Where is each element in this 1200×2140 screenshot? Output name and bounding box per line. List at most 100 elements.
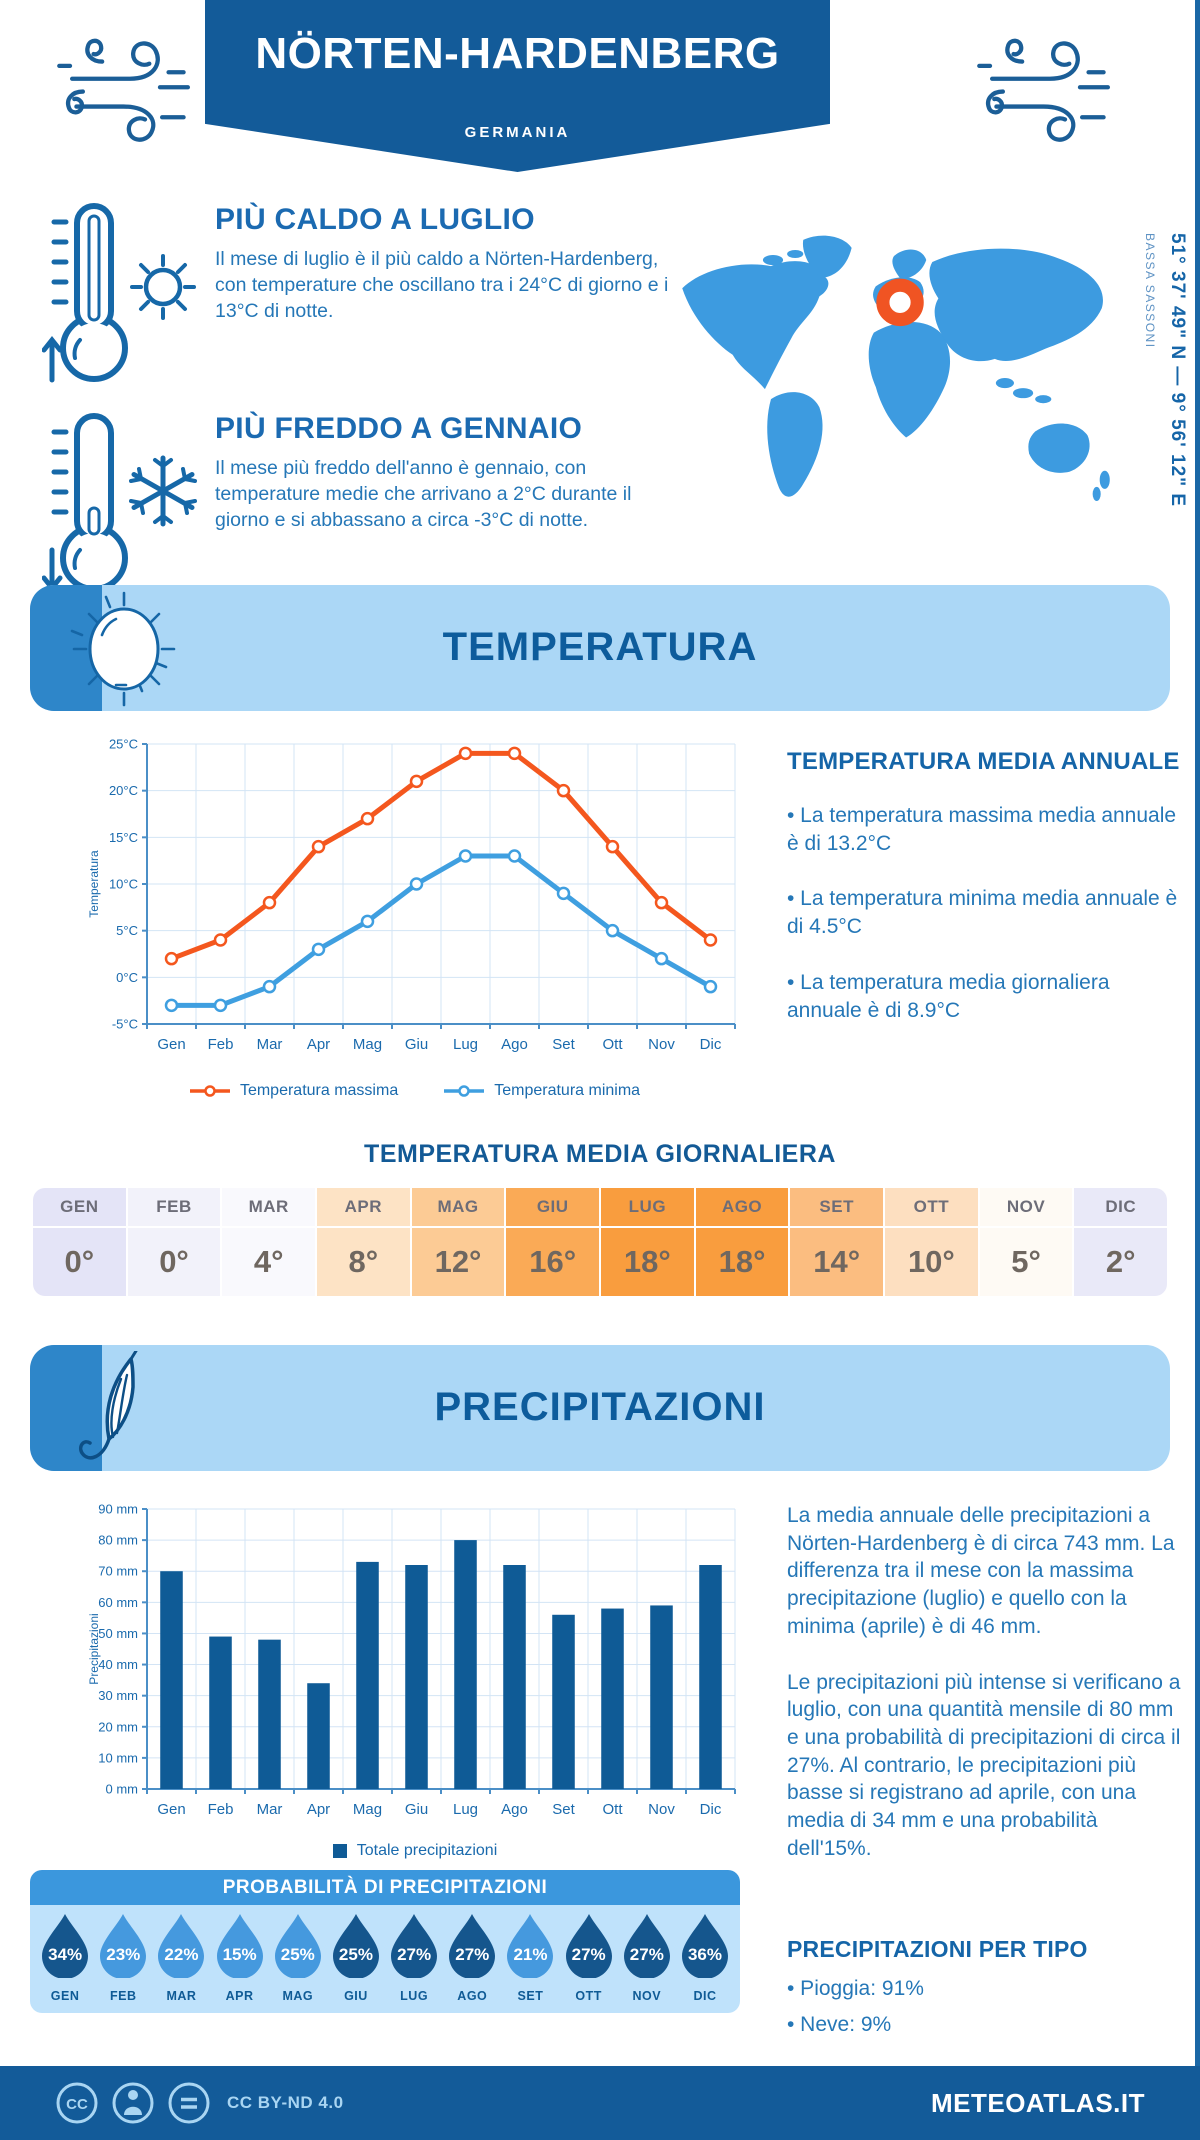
svg-text:Set: Set xyxy=(552,1036,575,1053)
droplet-icon xyxy=(42,1914,89,1978)
month-column-ott: OTT 10° xyxy=(885,1188,978,1296)
precipitation-section-band: PRECIPITAZIONI xyxy=(30,1345,1170,1471)
probability-value: 27% xyxy=(455,1945,490,1964)
probability-droplet-ago: 27% AGO xyxy=(443,1905,501,2013)
bar xyxy=(160,1571,183,1789)
bar xyxy=(650,1605,673,1789)
temperature-legend: Temperatura massima Temperatura minima xyxy=(85,1082,745,1100)
svg-text:10°C: 10°C xyxy=(109,877,138,892)
daily-table-title: TEMPERATURA MEDIA GIORNALIERA xyxy=(364,1140,836,1168)
droplet-month-label: GEN xyxy=(50,1989,80,2003)
droplet-icon xyxy=(391,1914,438,1978)
country-label: GERMANIA xyxy=(464,123,571,141)
svg-text:Lug: Lug xyxy=(453,1036,478,1053)
probability-droplet-set: 21% SET xyxy=(501,1905,559,2013)
probability-value: 25% xyxy=(280,1945,315,1964)
line-marker-icon xyxy=(444,1085,485,1097)
svg-text:Nov: Nov xyxy=(648,1036,675,1053)
svg-text:Feb: Feb xyxy=(208,1036,234,1053)
legend-item-total: Totale precipitazioni xyxy=(332,1842,497,1860)
annual-bullet: • La temperatura media giornaliera annua… xyxy=(787,970,1110,1022)
right-edge-rule xyxy=(1195,0,1200,2066)
data-point xyxy=(605,923,620,938)
data-point xyxy=(409,877,424,891)
data-point xyxy=(311,942,326,957)
svg-text:Mar: Mar xyxy=(257,1801,283,1818)
month-avg-temp: 12° xyxy=(434,1244,482,1279)
month-header: GEN xyxy=(33,1188,126,1228)
data-point xyxy=(213,998,228,1013)
line-marker-icon xyxy=(189,1085,230,1097)
header-banner: NÖRTEN-HARDENBERG GERMANIA xyxy=(205,0,830,172)
line-series-1 xyxy=(164,849,718,1013)
svg-text:Dic: Dic xyxy=(700,1801,722,1818)
data-point xyxy=(164,951,179,966)
svg-text:Giu: Giu xyxy=(405,1801,428,1818)
band-strip xyxy=(30,1345,102,1471)
bar xyxy=(503,1565,526,1789)
type-bullet: • Pioggia: 91% xyxy=(787,1977,924,2000)
month-header: FEB xyxy=(127,1188,221,1228)
svg-text:Mag: Mag xyxy=(353,1801,382,1818)
page-title: NÖRTEN-HARDENBERG xyxy=(255,29,780,78)
cold-month-text: Il mese più freddo dell'anno è gennaio, … xyxy=(215,457,632,531)
droplet-icon xyxy=(623,1914,670,1978)
data-point xyxy=(458,849,473,863)
bar xyxy=(209,1636,232,1789)
data-point xyxy=(311,839,326,854)
svg-text:60 mm: 60 mm xyxy=(98,1595,138,1610)
svg-text:30 mm: 30 mm xyxy=(98,1688,138,1703)
month-header: AGO xyxy=(695,1188,789,1228)
sun-badge-icon xyxy=(70,591,176,707)
svg-text:Ago: Ago xyxy=(501,1801,528,1818)
probability-droplets: 34% GEN 23% FEB 22% MAR 15% APR 25% MAG 25% GIU 27% L… xyxy=(30,1905,740,2013)
tick-labels: -5°C 0°C 5°C 10°C 15°C 20°C 25°C Gen Feb Mar Apr Ma… xyxy=(109,737,722,1054)
svg-text:Gen: Gen xyxy=(157,1801,185,1818)
svg-text:-5°C: -5°C xyxy=(112,1017,138,1032)
probability-value: 25% xyxy=(338,1945,373,1964)
month-column-giu: GIU 16° xyxy=(506,1188,600,1296)
droplet-icon xyxy=(449,1914,496,1978)
data-point xyxy=(605,839,620,854)
month-header: GIU xyxy=(506,1188,600,1228)
axes xyxy=(142,743,736,1029)
umbrella-icon xyxy=(78,1351,138,1460)
sun-icon xyxy=(130,254,196,320)
bar xyxy=(356,1561,379,1789)
month-avg-temp: 4° xyxy=(253,1244,284,1279)
monthly-temperature-table: GEN 0° FEB 0° MAR 4° APR 8° MAG 12° GIU 16° LUG 18° AG… xyxy=(33,1188,1168,1296)
geo-coordinates: 51° 37' 49" N — 9° 56' 12" E BASSA SASSO… xyxy=(1143,233,1188,507)
probability-droplet-giu: 25% GIU xyxy=(327,1905,385,2013)
svg-text:CC: CC xyxy=(66,2096,88,2113)
annual-bullet: • La temperatura massima media annuale è… xyxy=(787,804,1177,855)
month-avg-temp: 16° xyxy=(529,1244,577,1279)
precipitation-chart-host: 0 mm 10 mm 20 mm 30 mm 40 mm 50 mm 60 mm 70 mm 8… xyxy=(85,1497,745,1837)
month-avg-temp: 0° xyxy=(64,1244,95,1279)
svg-text:25°C: 25°C xyxy=(109,737,138,752)
svg-text:20°C: 20°C xyxy=(109,783,138,798)
location-marker xyxy=(876,278,924,327)
legend-item-min: Temperatura minima xyxy=(444,1082,640,1100)
month-avg-temp: 5° xyxy=(1011,1244,1041,1279)
svg-text:10 mm: 10 mm xyxy=(98,1750,138,1765)
month-column-mar: MAR 4° xyxy=(222,1188,316,1296)
license-icons: CC xyxy=(55,2081,211,2125)
data-point xyxy=(703,979,718,994)
month-column-set: SET 14° xyxy=(790,1188,884,1296)
droplet-month-label: OTT xyxy=(575,1989,602,2003)
probability-panel-title: PROBABILITÀ DI PRECIPITAZIONI xyxy=(30,1870,740,1905)
axes xyxy=(142,1508,736,1794)
probability-droplet-mag: 25% MAG xyxy=(269,1905,327,2013)
droplet-month-label: APR xyxy=(225,1989,254,2003)
data-point xyxy=(654,895,669,910)
droplet-icon xyxy=(507,1914,554,1978)
month-column-dic: DIC 2° xyxy=(1074,1188,1168,1296)
svg-text:Ott: Ott xyxy=(602,1036,623,1053)
droplet-month-label: GIU xyxy=(344,1989,368,2003)
data-point xyxy=(654,951,669,966)
region-label: BASSA SASSONI xyxy=(1143,233,1157,349)
svg-text:Dic: Dic xyxy=(700,1036,722,1053)
temperature-line-chart: -5°C 0°C 5°C 10°C 15°C 20°C 25°C Gen Feb Mar Apr Ma… xyxy=(87,737,736,1054)
svg-text:Lug: Lug xyxy=(453,1801,478,1818)
month-header: LUG xyxy=(601,1188,694,1228)
